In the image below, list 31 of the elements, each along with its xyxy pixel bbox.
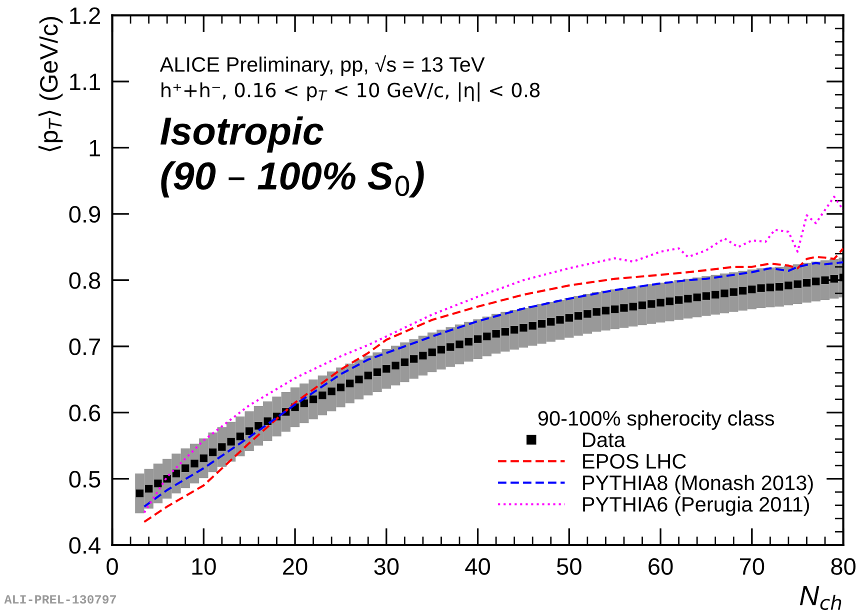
y-tick-label: 0.8 — [69, 272, 100, 289]
text: ALI-PREL-130797 — [4, 595, 116, 604]
x-tick-label: 50 — [556, 558, 582, 575]
x-tick-label: 80 — [831, 558, 856, 575]
annotation: (90 – 100% S$_{0}$) — [161, 161, 424, 198]
annotation: Isotropic — [160, 116, 324, 153]
y-tick-label: 0.4 — [69, 537, 100, 554]
legend-label: PYTHIA6 (Perugia 2011) — [583, 496, 809, 516]
y-tick-label: 1 — [90, 140, 100, 156]
y-tick-label: 0.6 — [69, 404, 100, 422]
y-axis-title: ⟨p$_{T}$⟩ (GeV/c) — [38, 16, 63, 152]
legend-label: EPOS LHC — [583, 454, 686, 469]
legend-label: Data — [583, 432, 626, 448]
y-tick-label: 1.1 — [70, 74, 100, 90]
x-tick-label: 20 — [283, 558, 308, 575]
annotation: h⁺+h⁻, 0.16 < p$_{T}$ < 10 GeV/c, |η| < 0.8 — [162, 82, 540, 102]
x-tick-label: 40 — [465, 558, 490, 575]
x-tick-label: 60 — [648, 558, 673, 575]
line-series — [143, 196, 844, 514]
y-tick-label: 1.2 — [70, 7, 100, 24]
y-tick-label: 0.9 — [69, 206, 100, 223]
x-tick-label: 0 — [106, 558, 118, 575]
x-axis-title: N$_{ch}$ — [800, 586, 842, 610]
x-tick-label: 10 — [192, 558, 216, 575]
y-tick-label: 0.5 — [69, 470, 100, 488]
legend-label: PYTHIA8 (Monash 2013) — [583, 474, 813, 494]
y-tick-label: 0.7 — [69, 338, 100, 356]
legend-title: 90-100% spherocity class — [538, 410, 774, 430]
annotation: ALICE Preliminary, pp, √s = 13 TeV — [160, 55, 485, 76]
x-tick-label: 30 — [374, 558, 399, 575]
x-tick-label: 70 — [740, 558, 764, 575]
